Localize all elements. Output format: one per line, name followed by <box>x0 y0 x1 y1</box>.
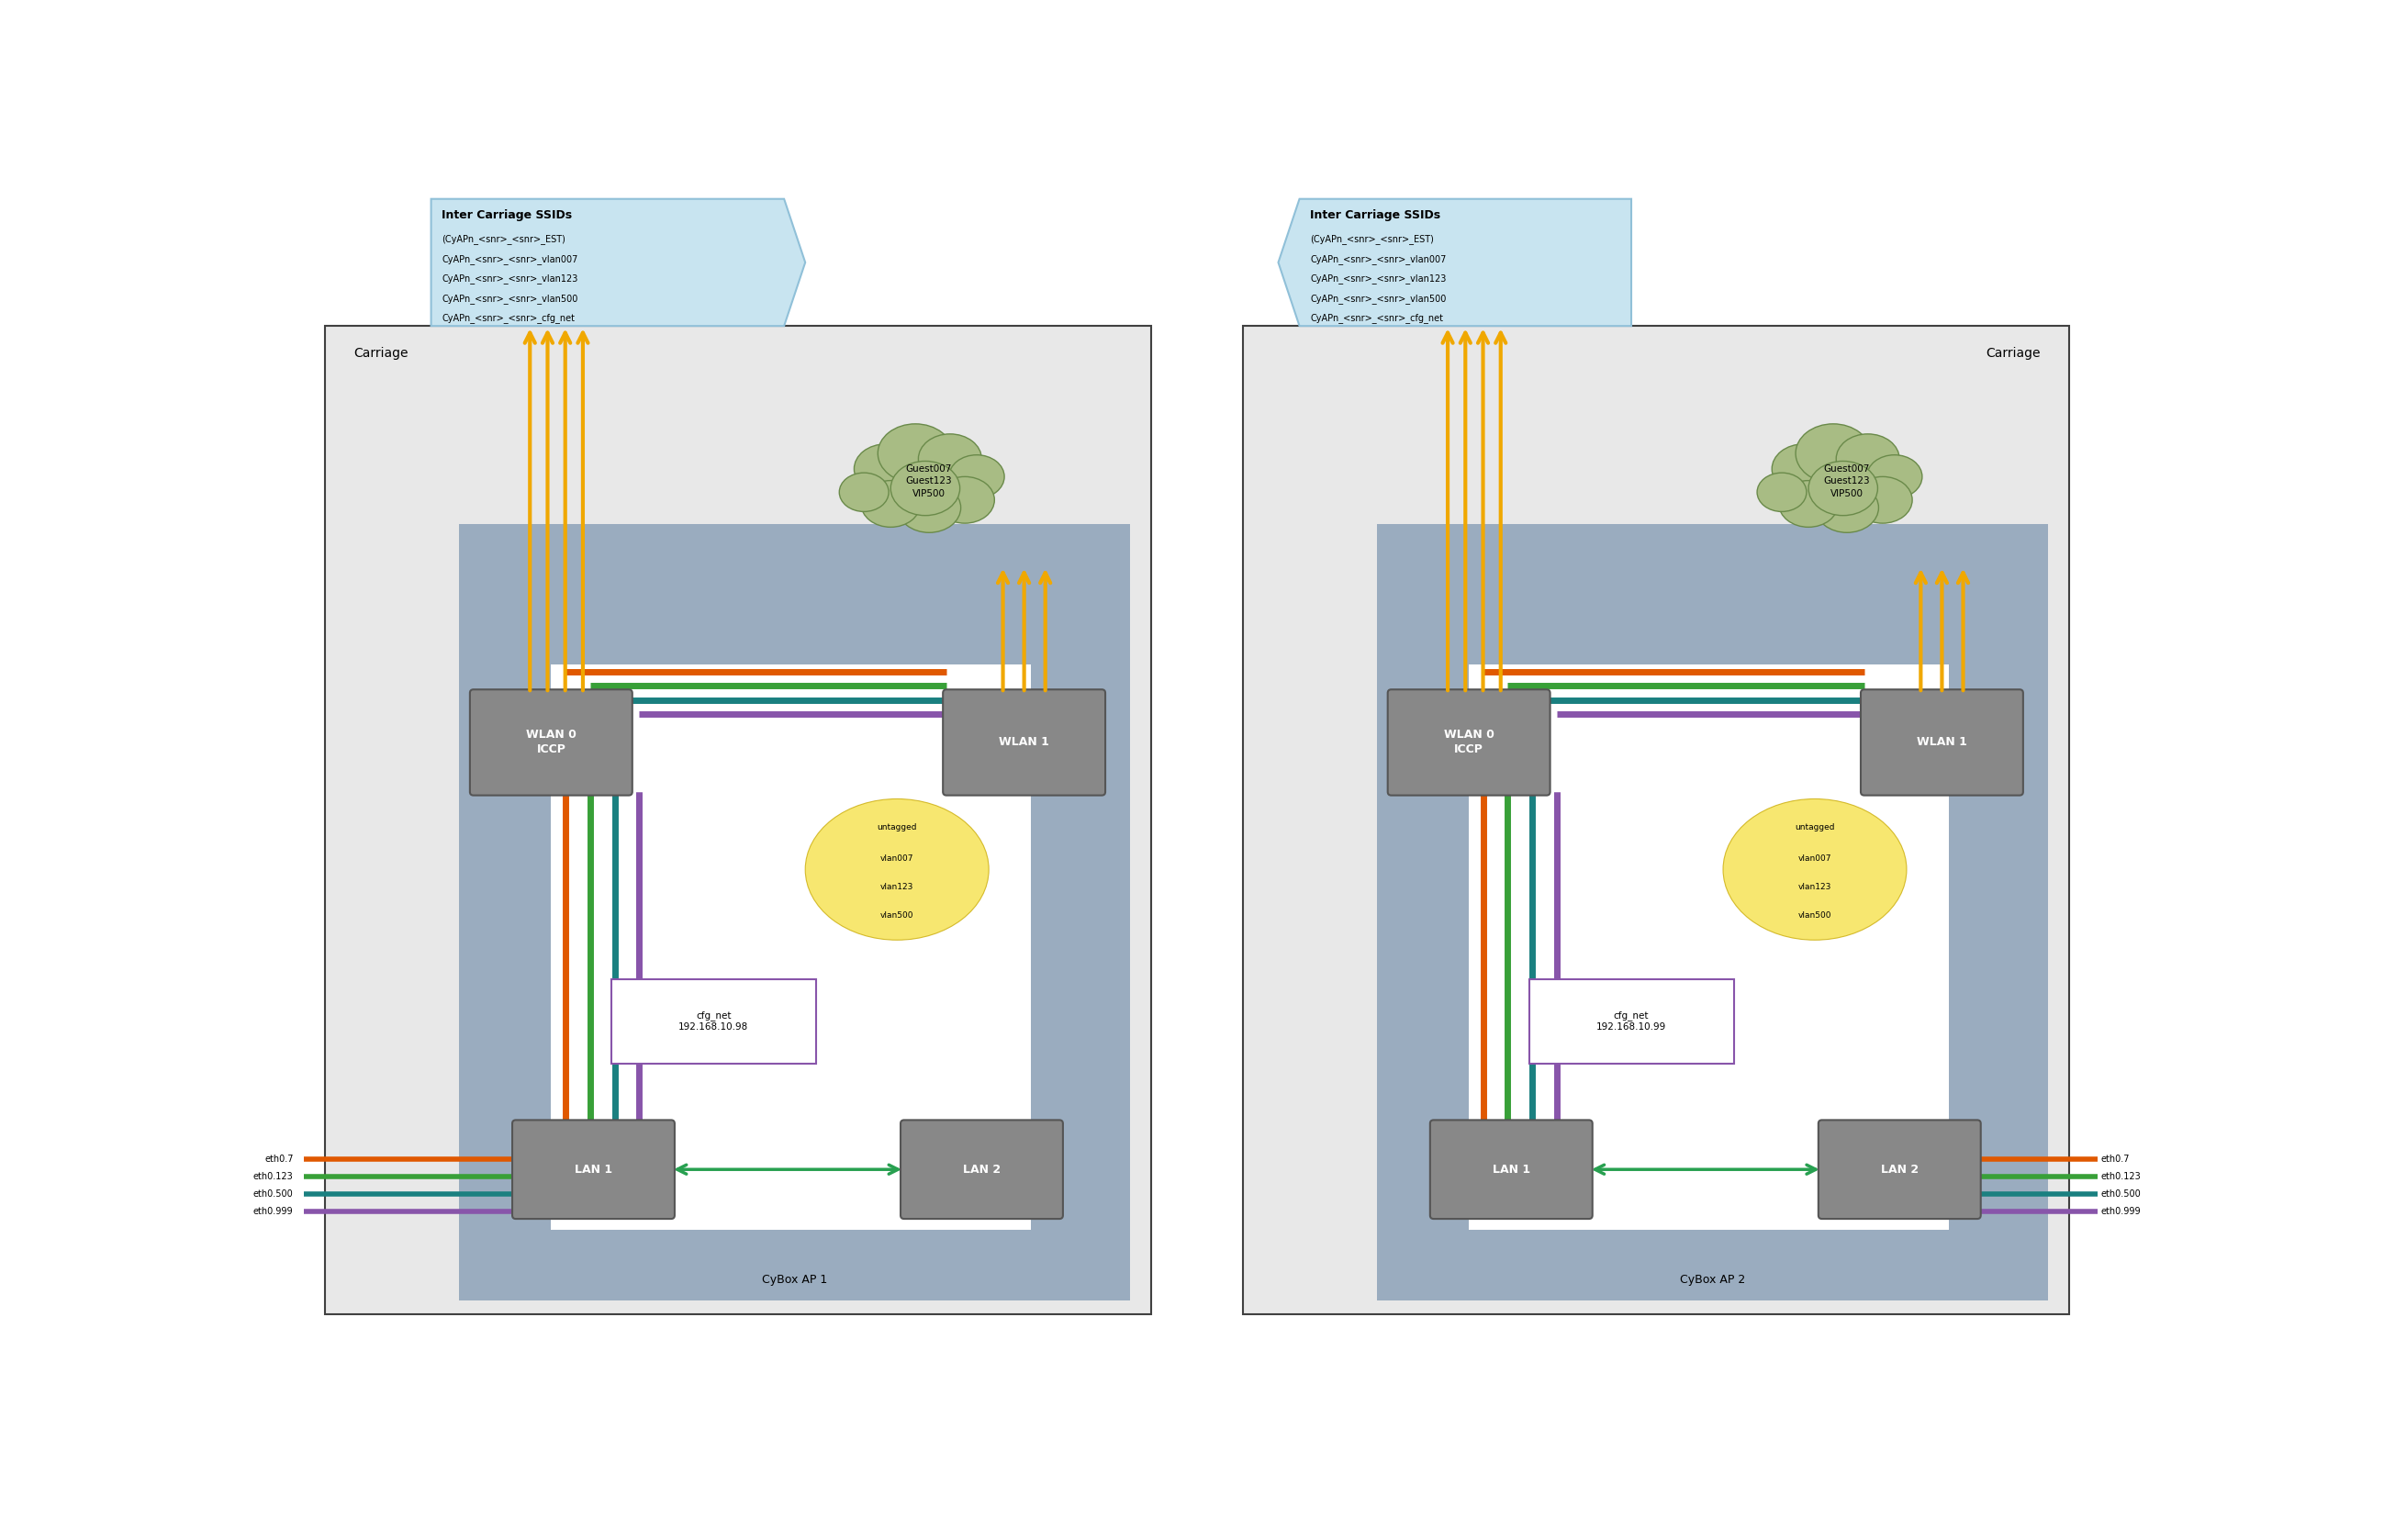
Text: eth0.500: eth0.500 <box>2100 1189 2141 1198</box>
Text: vlan500: vlan500 <box>880 912 913 919</box>
Ellipse shape <box>1795 424 1871 484</box>
Text: LAN 1: LAN 1 <box>575 1164 613 1175</box>
Text: eth0.123: eth0.123 <box>253 1172 293 1181</box>
Ellipse shape <box>1852 477 1912 524</box>
Bar <box>1378 524 2048 1300</box>
Ellipse shape <box>853 444 918 494</box>
Text: Carriage: Carriage <box>353 346 408 360</box>
FancyBboxPatch shape <box>1528 979 1733 1064</box>
Ellipse shape <box>1867 454 1922 499</box>
FancyBboxPatch shape <box>1819 1120 1981 1218</box>
Text: WLAN 1: WLAN 1 <box>1917 736 1967 748</box>
Ellipse shape <box>1809 460 1879 516</box>
Ellipse shape <box>1836 434 1900 484</box>
Text: CyAPn_<snr>_<snr>_vlan007: CyAPn_<snr>_<snr>_vlan007 <box>1311 254 1447 263</box>
Text: (CyAPn_<snr>_<snr>_EST): (CyAPn_<snr>_<snr>_EST) <box>1311 234 1433 245</box>
Text: CyAPn_<snr>_<snr>_vlan500: CyAPn_<snr>_<snr>_vlan500 <box>1311 294 1447 303</box>
FancyBboxPatch shape <box>470 690 632 795</box>
Bar <box>1242 326 2069 1314</box>
Ellipse shape <box>949 454 1004 499</box>
Text: vlan500: vlan500 <box>1798 912 1831 919</box>
Text: LAN 2: LAN 2 <box>963 1164 1001 1175</box>
Polygon shape <box>1278 199 1631 326</box>
Text: WLAN 0
ICCP: WLAN 0 ICCP <box>1445 728 1495 756</box>
Bar <box>460 524 1130 1300</box>
FancyBboxPatch shape <box>901 1120 1063 1218</box>
Text: CyAPn_<snr>_<snr>_vlan007: CyAPn_<snr>_<snr>_vlan007 <box>441 254 577 263</box>
Text: cfg_net
192.168.10.99: cfg_net 192.168.10.99 <box>1597 1010 1666 1032</box>
FancyBboxPatch shape <box>1387 690 1550 795</box>
Text: CyAPn_<snr>_<snr>_vlan500: CyAPn_<snr>_<snr>_vlan500 <box>441 294 577 303</box>
FancyBboxPatch shape <box>513 1120 675 1218</box>
Text: CyAPn_<snr>_<snr>_cfg_net: CyAPn_<snr>_<snr>_cfg_net <box>441 313 575 323</box>
Ellipse shape <box>877 424 954 484</box>
Text: eth0.999: eth0.999 <box>253 1207 293 1217</box>
Ellipse shape <box>806 799 989 939</box>
Ellipse shape <box>1814 484 1879 533</box>
Ellipse shape <box>839 473 889 511</box>
FancyBboxPatch shape <box>610 979 815 1064</box>
Text: CyAPn_<snr>_<snr>_cfg_net: CyAPn_<snr>_<snr>_cfg_net <box>1311 313 1442 323</box>
Ellipse shape <box>1778 480 1838 527</box>
Text: eth0.123: eth0.123 <box>2100 1172 2141 1181</box>
Text: eth0.999: eth0.999 <box>2100 1207 2141 1217</box>
Text: eth0.7: eth0.7 <box>265 1155 293 1163</box>
Text: Guest007
Guest123
VIP500: Guest007 Guest123 VIP500 <box>906 465 951 497</box>
Text: WLAN 0
ICCP: WLAN 0 ICCP <box>527 728 577 756</box>
Text: Guest007
Guest123
VIP500: Guest007 Guest123 VIP500 <box>1824 465 1869 497</box>
Text: cfg_net
192.168.10.98: cfg_net 192.168.10.98 <box>679 1010 749 1032</box>
Text: vlan007: vlan007 <box>880 855 913 862</box>
Text: untagged: untagged <box>1795 822 1836 832</box>
Ellipse shape <box>1757 473 1807 511</box>
Text: CyBox AP 1: CyBox AP 1 <box>763 1274 827 1286</box>
Text: eth0.500: eth0.500 <box>253 1189 293 1198</box>
Text: eth0.7: eth0.7 <box>2100 1155 2129 1163</box>
Text: LAN 1: LAN 1 <box>1492 1164 1531 1175</box>
Text: untagged: untagged <box>877 822 918 832</box>
Text: (CyAPn_<snr>_<snr>_EST): (CyAPn_<snr>_<snr>_EST) <box>441 234 565 245</box>
Bar <box>551 665 1032 1229</box>
FancyBboxPatch shape <box>944 690 1106 795</box>
Ellipse shape <box>1771 444 1836 494</box>
Text: Inter Carriage SSIDs: Inter Carriage SSIDs <box>441 209 572 222</box>
Bar <box>324 326 1151 1314</box>
Ellipse shape <box>861 480 920 527</box>
Text: Inter Carriage SSIDs: Inter Carriage SSIDs <box>1311 209 1440 222</box>
Polygon shape <box>432 199 806 326</box>
FancyBboxPatch shape <box>1430 1120 1593 1218</box>
Text: LAN 2: LAN 2 <box>1881 1164 1919 1175</box>
Ellipse shape <box>935 477 994 524</box>
Ellipse shape <box>1724 799 1907 939</box>
Text: WLAN 1: WLAN 1 <box>999 736 1049 748</box>
Ellipse shape <box>892 460 961 516</box>
Text: CyAPn_<snr>_<snr>_vlan123: CyAPn_<snr>_<snr>_vlan123 <box>441 274 577 283</box>
Ellipse shape <box>918 434 982 484</box>
Text: Carriage: Carriage <box>1986 346 2041 360</box>
FancyBboxPatch shape <box>1862 690 2024 795</box>
Bar <box>1469 665 1950 1229</box>
Text: vlan007: vlan007 <box>1798 855 1831 862</box>
Text: vlan123: vlan123 <box>1798 882 1831 892</box>
Text: CyAPn_<snr>_<snr>_vlan123: CyAPn_<snr>_<snr>_vlan123 <box>1311 274 1447 283</box>
Ellipse shape <box>896 484 961 533</box>
Text: vlan123: vlan123 <box>880 882 913 892</box>
Text: CyBox AP 2: CyBox AP 2 <box>1681 1274 1745 1286</box>
